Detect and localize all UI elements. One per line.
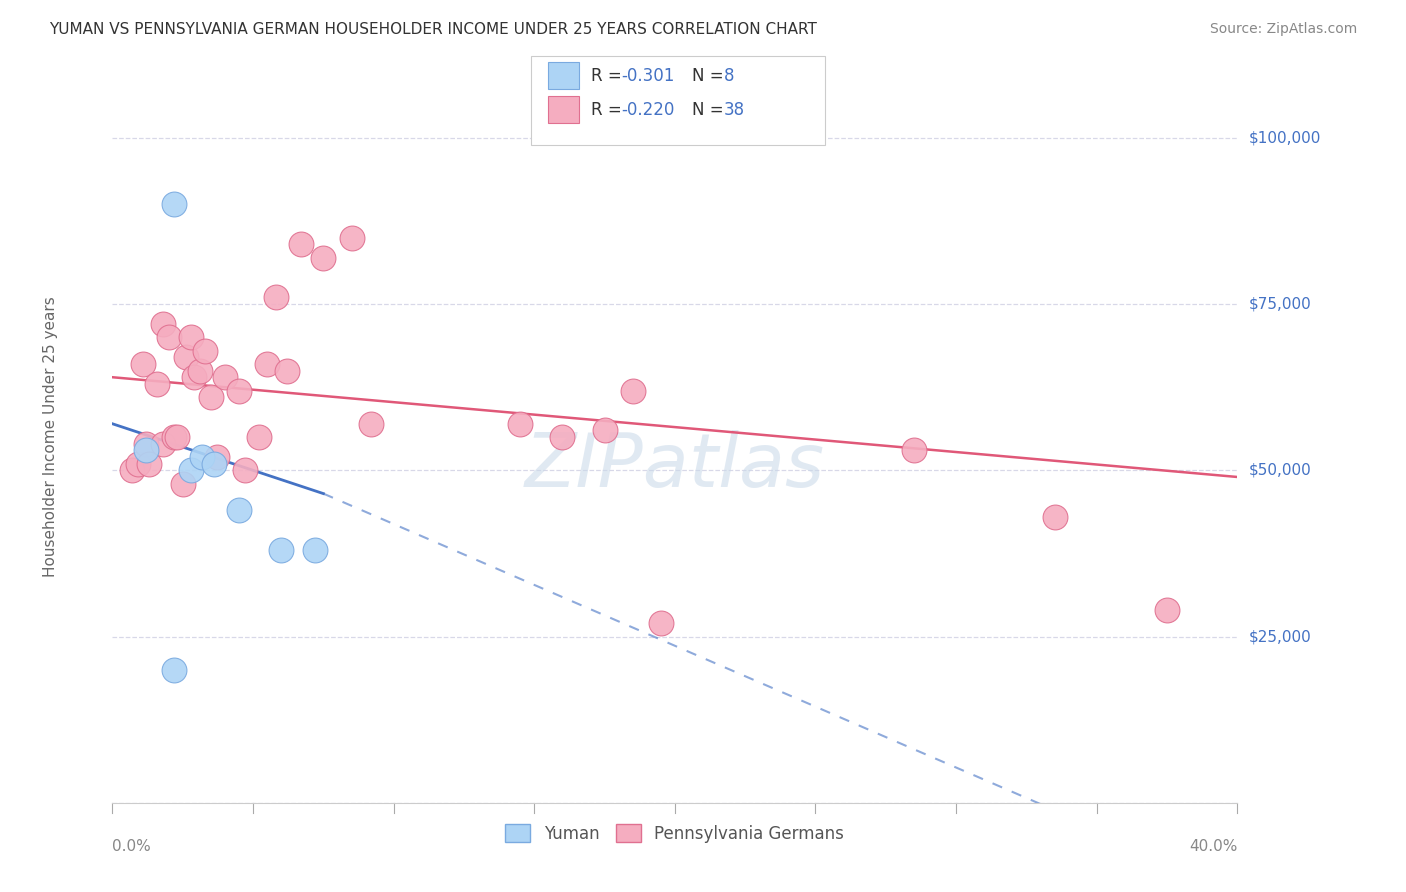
Text: ZIPatlas: ZIPatlas [524, 430, 825, 502]
Point [152, 436, 174, 450]
Point [163, 430, 186, 444]
Text: N =: N = [692, 67, 728, 85]
Point [551, 430, 574, 444]
Point [276, 363, 298, 377]
Text: $50,000: $50,000 [1249, 463, 1312, 478]
Point [180, 463, 202, 477]
Point [121, 463, 143, 477]
Point [146, 376, 169, 391]
Point [157, 330, 180, 344]
Text: Householder Income Under 25 years: Householder Income Under 25 years [44, 297, 58, 577]
Point [270, 543, 292, 558]
Point [174, 351, 197, 365]
Point [304, 543, 326, 558]
Text: 38: 38 [724, 101, 745, 119]
Point [228, 503, 250, 517]
Point [135, 436, 157, 450]
Point [264, 290, 287, 304]
Text: -0.220: -0.220 [621, 101, 675, 119]
Point [152, 317, 174, 331]
Point [194, 343, 217, 358]
Text: 8: 8 [724, 67, 734, 85]
Point [191, 450, 214, 464]
Point [312, 251, 335, 265]
Point [247, 430, 270, 444]
Point [188, 363, 211, 377]
Point [228, 384, 250, 398]
Point [202, 457, 225, 471]
Point [127, 457, 149, 471]
Point [135, 443, 157, 458]
Text: -0.301: -0.301 [621, 67, 675, 85]
Point [903, 443, 925, 458]
Text: $100,000: $100,000 [1249, 130, 1320, 145]
Text: $25,000: $25,000 [1249, 629, 1312, 644]
Point [233, 463, 256, 477]
Text: 40.0%: 40.0% [1189, 839, 1237, 855]
Text: N =: N = [692, 101, 728, 119]
Point [1043, 509, 1066, 524]
Point [180, 330, 202, 344]
Point [593, 424, 616, 438]
Point [1156, 603, 1178, 617]
Text: R =: R = [591, 101, 627, 119]
Point [360, 417, 382, 431]
Point [166, 430, 188, 444]
Point [200, 390, 222, 404]
Point [509, 417, 531, 431]
Point [138, 457, 160, 471]
Point [214, 370, 236, 384]
Text: Source: ZipAtlas.com: Source: ZipAtlas.com [1209, 22, 1357, 37]
Text: 0.0%: 0.0% [112, 839, 152, 855]
Point [621, 384, 644, 398]
Text: R =: R = [591, 67, 627, 85]
Point [650, 616, 672, 631]
Point [163, 663, 186, 677]
Point [163, 197, 186, 211]
Point [183, 370, 205, 384]
Point [172, 476, 194, 491]
Point [256, 357, 278, 371]
Point [205, 450, 228, 464]
Point [340, 230, 363, 244]
Point [290, 237, 312, 252]
Legend: Yuman, Pennsylvania Germans: Yuman, Pennsylvania Germans [499, 818, 851, 849]
Point [132, 357, 155, 371]
Text: $75,000: $75,000 [1249, 297, 1312, 311]
Text: YUMAN VS PENNSYLVANIA GERMAN HOUSEHOLDER INCOME UNDER 25 YEARS CORRELATION CHART: YUMAN VS PENNSYLVANIA GERMAN HOUSEHOLDER… [49, 22, 817, 37]
